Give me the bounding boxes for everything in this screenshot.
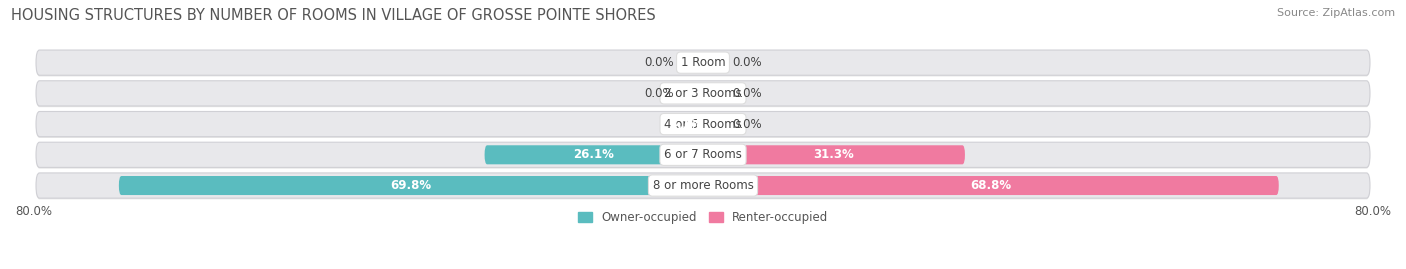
FancyBboxPatch shape: [37, 111, 1369, 137]
Text: 0.0%: 0.0%: [733, 118, 762, 130]
FancyBboxPatch shape: [37, 82, 1369, 107]
Text: 26.1%: 26.1%: [574, 148, 614, 161]
FancyBboxPatch shape: [37, 51, 1369, 76]
FancyBboxPatch shape: [37, 143, 1369, 169]
FancyBboxPatch shape: [37, 174, 1369, 199]
Text: 68.8%: 68.8%: [970, 179, 1011, 192]
Text: Source: ZipAtlas.com: Source: ZipAtlas.com: [1277, 8, 1395, 18]
FancyBboxPatch shape: [703, 53, 724, 72]
FancyBboxPatch shape: [37, 50, 1369, 75]
Text: 69.8%: 69.8%: [391, 179, 432, 192]
FancyBboxPatch shape: [703, 145, 965, 164]
FancyBboxPatch shape: [703, 176, 1279, 195]
Text: HOUSING STRUCTURES BY NUMBER OF ROOMS IN VILLAGE OF GROSSE POINTE SHORES: HOUSING STRUCTURES BY NUMBER OF ROOMS IN…: [11, 8, 657, 23]
Text: 6 or 7 Rooms: 6 or 7 Rooms: [664, 148, 742, 161]
Text: 0.0%: 0.0%: [733, 56, 762, 69]
Text: 8 or more Rooms: 8 or more Rooms: [652, 179, 754, 192]
Text: 1 Room: 1 Room: [681, 56, 725, 69]
Text: 0.0%: 0.0%: [644, 87, 673, 100]
Text: 31.3%: 31.3%: [814, 148, 855, 161]
FancyBboxPatch shape: [669, 115, 703, 134]
FancyBboxPatch shape: [37, 113, 1369, 138]
Legend: Owner-occupied, Renter-occupied: Owner-occupied, Renter-occupied: [572, 206, 834, 229]
FancyBboxPatch shape: [37, 142, 1369, 167]
FancyBboxPatch shape: [682, 84, 703, 103]
Text: 0.0%: 0.0%: [644, 56, 673, 69]
Text: 4.1%: 4.1%: [669, 118, 702, 130]
FancyBboxPatch shape: [37, 81, 1369, 106]
FancyBboxPatch shape: [485, 145, 703, 164]
FancyBboxPatch shape: [120, 176, 703, 195]
Text: 0.0%: 0.0%: [733, 87, 762, 100]
FancyBboxPatch shape: [682, 53, 703, 72]
FancyBboxPatch shape: [37, 173, 1369, 198]
FancyBboxPatch shape: [703, 84, 724, 103]
Text: 2 or 3 Rooms: 2 or 3 Rooms: [664, 87, 742, 100]
FancyBboxPatch shape: [703, 115, 724, 134]
Text: 4 or 5 Rooms: 4 or 5 Rooms: [664, 118, 742, 130]
